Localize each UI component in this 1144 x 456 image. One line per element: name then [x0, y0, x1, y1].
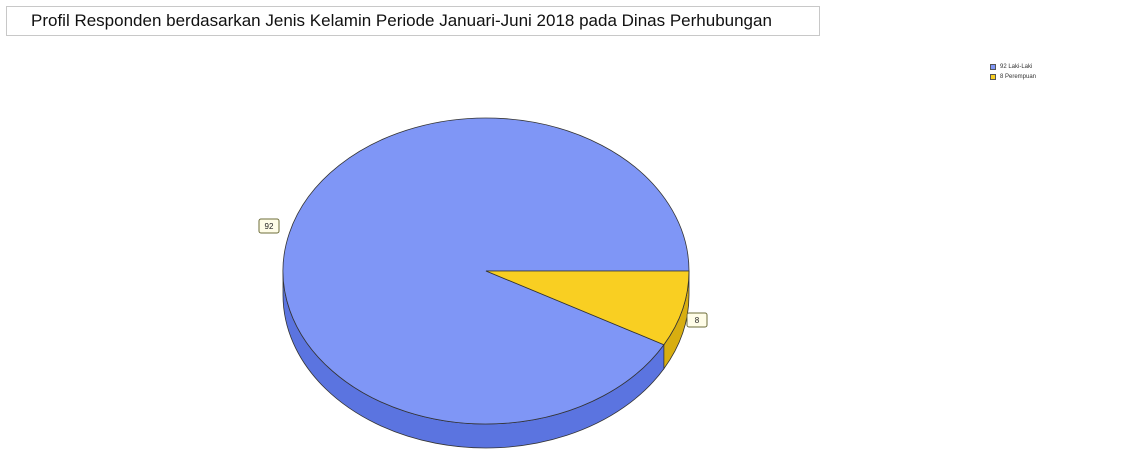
data-label-box: [258, 218, 280, 234]
legend-label-perempuan: 8 Perempuan: [1000, 74, 1037, 80]
pie-slice-perempuan: [485, 270, 690, 346]
data-label-text: 92: [265, 222, 274, 231]
data-label-text: 8: [695, 316, 700, 325]
legend-label-laki-laki: 92 Laki-Laki: [1000, 64, 1033, 70]
legend: 92 Laki-Laki 8 Perempuan: [990, 62, 1036, 82]
data-label-box: [686, 312, 708, 328]
legend-item-laki-laki: 92 Laki-Laki: [990, 62, 1036, 72]
legend-swatch-perempuan: [990, 74, 996, 80]
data-label-perempuan: 8: [686, 312, 708, 328]
legend-item-perempuan: 8 Perempuan: [990, 72, 1036, 82]
legend-swatch-laki-laki: [990, 64, 996, 70]
data-label-laki-laki: 92: [258, 218, 280, 234]
chart-title: Profil Responden berdasarkan Jenis Kelam…: [6, 6, 820, 36]
